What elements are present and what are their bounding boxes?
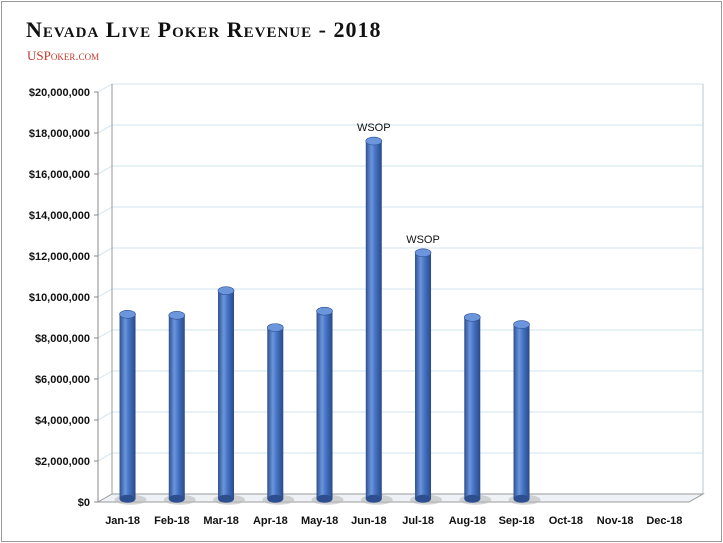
bar [311, 306, 344, 505]
bar-base [365, 494, 382, 503]
gridline-side [97, 83, 113, 93]
y-tick-labels: $0 $2,000,000 $4,000,000 $6,000,000 $8,000,0… [29, 87, 90, 509]
bar-body [365, 141, 382, 499]
axes [94, 84, 705, 503]
y-tick-label: $2,000,000 [35, 456, 90, 468]
bar-body [415, 252, 432, 499]
bar-top [513, 320, 530, 329]
bar-body [513, 324, 530, 499]
x-tick-label: Oct-18 [549, 515, 583, 527]
bar-top [365, 136, 383, 146]
bar-body [316, 311, 333, 499]
x-tick-label: Sep-18 [499, 515, 535, 527]
bar-base [267, 494, 284, 503]
chart-floor [96, 493, 705, 503]
bar [410, 248, 443, 505]
y-tick-label: $0 [78, 497, 90, 509]
gridline-side [97, 206, 113, 216]
x-tick-label: May-18 [301, 515, 338, 527]
annotations: WSOP WSOP [357, 122, 440, 246]
bar-body [218, 290, 235, 499]
bar-top [168, 311, 186, 320]
bar-top [316, 306, 333, 316]
bar-base [513, 494, 530, 503]
gridline-side [97, 165, 113, 175]
y-tick-label: $6,000,000 [35, 374, 90, 386]
bar-top [266, 323, 284, 332]
bar-top [463, 313, 481, 322]
gridline-side [97, 452, 113, 462]
bar-top [119, 309, 136, 319]
y-tick-label: $8,000,000 [35, 333, 90, 345]
bar-base [168, 494, 185, 503]
gridline-side [97, 247, 113, 257]
gridline-side [97, 124, 113, 134]
bar-top [414, 248, 432, 258]
bar-top [217, 286, 235, 296]
bar-base [119, 494, 136, 503]
y-tick-label: $10,000,000 [29, 292, 90, 304]
bar [262, 323, 295, 505]
gridline-side [97, 288, 113, 298]
y-tick-label: $14,000,000 [29, 210, 90, 222]
x-tick-label: Jun-18 [351, 515, 386, 527]
bar [459, 313, 492, 505]
x-tick-label: Mar-18 [203, 515, 238, 527]
x-tick-label: Apr-18 [253, 515, 288, 527]
gridline-side [97, 370, 113, 380]
bar-body [168, 315, 185, 499]
bar-annotation: WSOP [357, 122, 391, 134]
x-tick-label: Feb-18 [154, 515, 189, 527]
x-tick-label: Dec-18 [646, 515, 682, 527]
x-tick-label: Jul-18 [402, 515, 434, 527]
bar [360, 136, 393, 505]
x-tick-label: Nov-18 [597, 515, 634, 527]
bar-base [316, 494, 333, 503]
x-tick-label: Aug-18 [449, 515, 486, 527]
bar-base [415, 494, 432, 503]
chart-source: USPoker.com [27, 48, 100, 63]
y-tick-label: $4,000,000 [35, 415, 90, 427]
bar [508, 320, 541, 505]
y-tick-label: $18,000,000 [29, 128, 90, 140]
bars [114, 136, 541, 505]
y-tick-label: $12,000,000 [29, 251, 90, 263]
gridlines [97, 83, 703, 503]
chart-title: Nevada Live Poker Revenue - 2018 [26, 17, 382, 42]
y-tick-label: $16,000,000 [29, 169, 90, 181]
gridline-side [97, 329, 113, 339]
bar [213, 286, 246, 505]
bar-body [267, 327, 284, 499]
bar [114, 309, 147, 505]
bar-annotation: WSOP [406, 234, 440, 246]
x-tick-labels: Jan-18 Feb-18 Mar-18 Apr-18 May-18 Jun-18 Jul-… [105, 515, 682, 527]
gridline-side [97, 411, 113, 421]
x-tick-label: Jan-18 [105, 515, 140, 527]
bar-base [218, 494, 235, 503]
bar-base [464, 494, 481, 503]
bar [163, 311, 196, 505]
y-tick-label: $20,000,000 [29, 87, 90, 99]
bar-body [119, 314, 136, 499]
bar-body [464, 317, 481, 499]
